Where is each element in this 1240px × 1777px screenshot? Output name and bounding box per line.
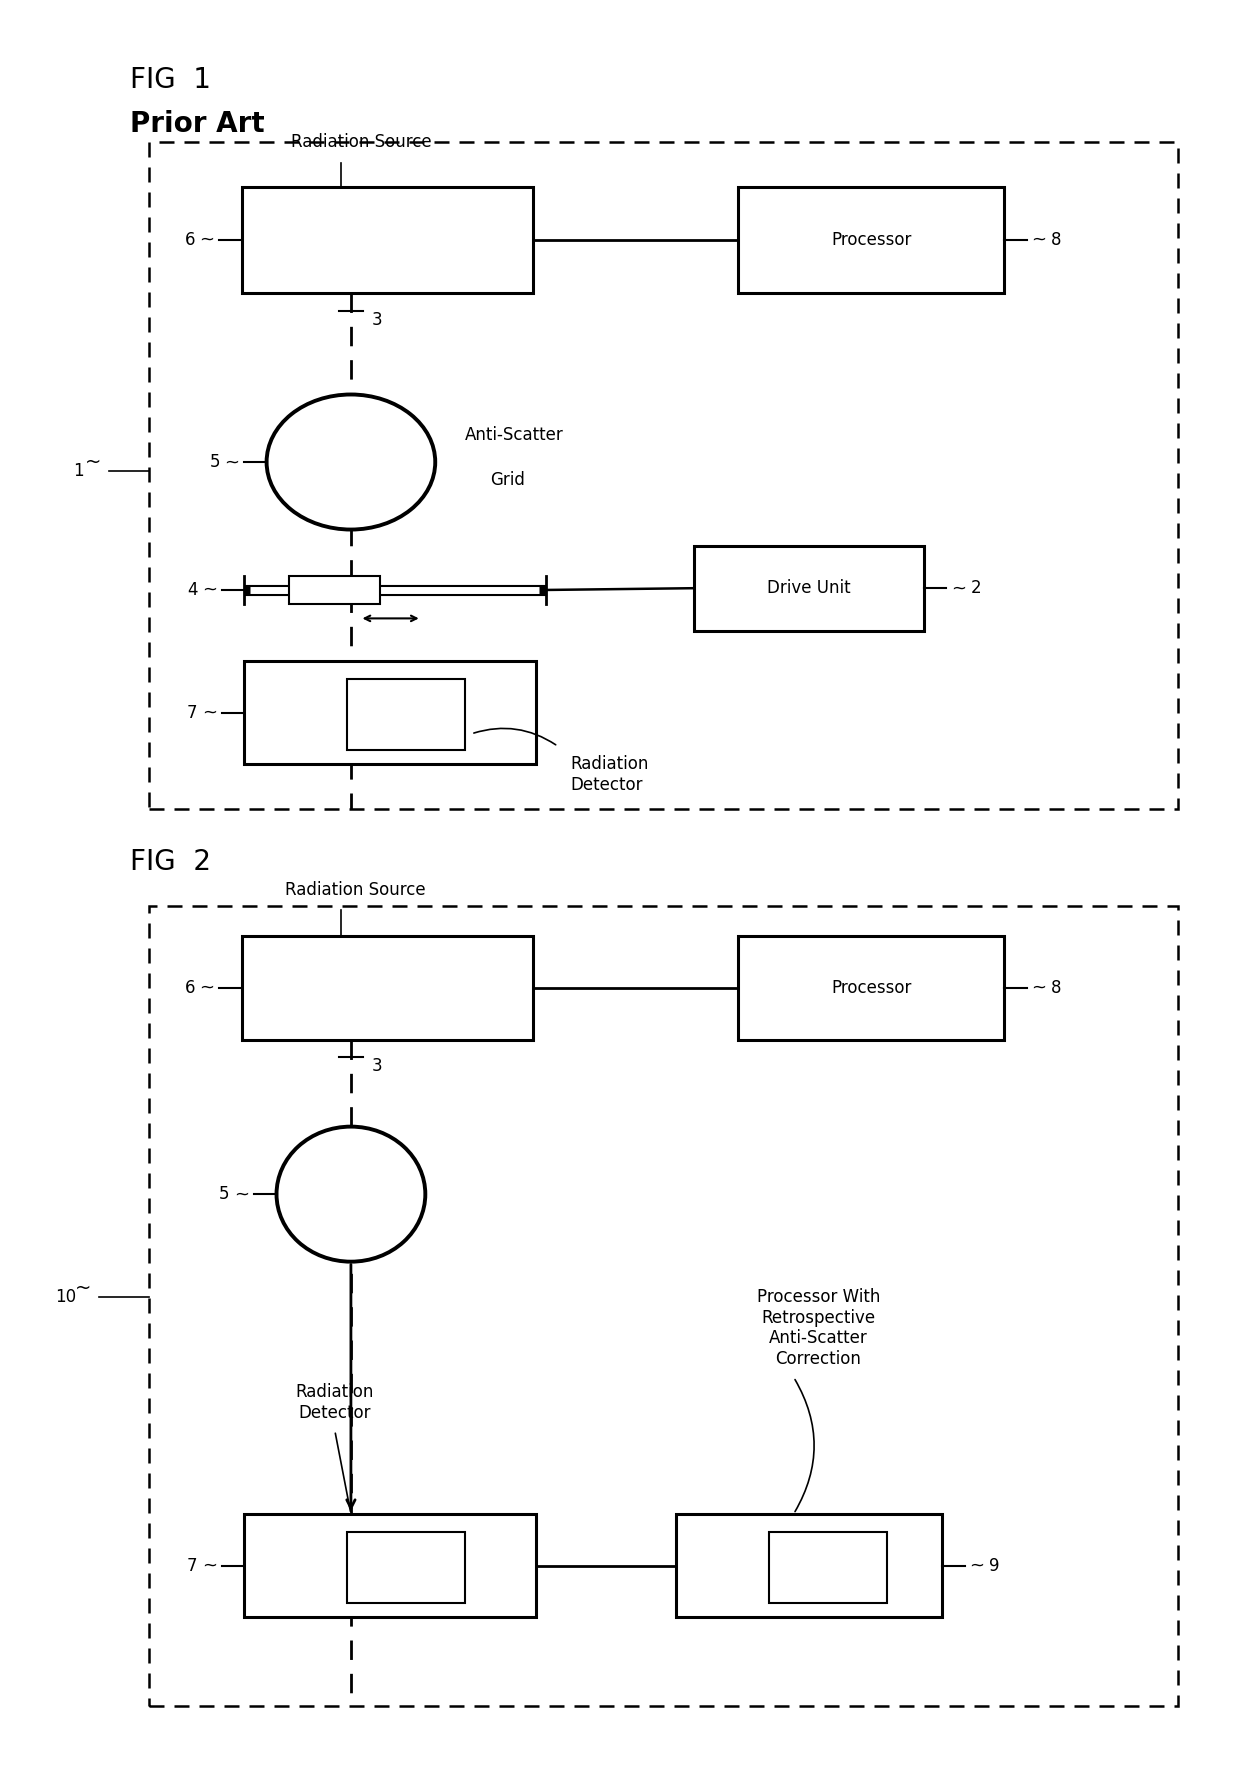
Text: FIG  1: FIG 1 [130, 66, 211, 94]
Text: Anti-Scatter: Anti-Scatter [465, 426, 564, 444]
Text: 6: 6 [185, 231, 195, 249]
Text: ~: ~ [1032, 231, 1047, 249]
Text: 3: 3 [372, 1057, 383, 1075]
Text: 5: 5 [219, 1185, 229, 1203]
Text: Radiation Source: Radiation Source [285, 881, 425, 899]
Bar [738, 936, 1004, 1040]
Text: 5: 5 [210, 453, 219, 471]
Text: ~: ~ [970, 1557, 985, 1574]
Text: ~: ~ [1032, 979, 1047, 997]
Bar [347, 679, 465, 750]
Ellipse shape [277, 1127, 425, 1262]
Text: 7: 7 [187, 704, 197, 721]
Bar [242, 187, 533, 293]
Bar [769, 1532, 887, 1603]
Bar [244, 1514, 536, 1617]
Text: Processor With
Retrospective
Anti-Scatter
Correction: Processor With Retrospective Anti-Scatte… [756, 1288, 880, 1368]
Text: Prior Art: Prior Art [130, 110, 265, 139]
Bar [149, 142, 1178, 809]
Text: ~: ~ [202, 704, 217, 721]
Text: ~: ~ [202, 1557, 217, 1574]
Text: Radiation
Detector: Radiation Detector [295, 1383, 374, 1422]
Text: 2: 2 [971, 579, 981, 597]
Text: Grid: Grid [490, 471, 525, 489]
Text: ~: ~ [224, 453, 239, 471]
Text: ~: ~ [234, 1185, 249, 1203]
Text: ~: ~ [200, 231, 215, 249]
Text: ~: ~ [74, 1279, 92, 1297]
Bar [149, 906, 1178, 1706]
Text: 1: 1 [73, 462, 83, 480]
Bar [244, 661, 536, 764]
Text: 8: 8 [1052, 979, 1061, 997]
Text: 7: 7 [187, 1557, 197, 1574]
Bar [242, 936, 533, 1040]
Text: 6: 6 [185, 979, 195, 997]
Text: ~: ~ [84, 453, 102, 471]
Ellipse shape [267, 394, 435, 530]
Text: Radiation Source: Radiation Source [291, 133, 432, 151]
Text: Drive Unit: Drive Unit [768, 579, 851, 597]
Bar [738, 187, 1004, 293]
Text: 8: 8 [1052, 231, 1061, 249]
Text: 4: 4 [187, 581, 197, 599]
Text: 9: 9 [990, 1557, 999, 1574]
Bar [347, 1532, 465, 1603]
Text: ~: ~ [951, 579, 966, 597]
Text: FIG  2: FIG 2 [130, 848, 211, 876]
Bar [289, 576, 379, 604]
Text: Radiation
Detector: Radiation Detector [570, 755, 649, 794]
Text: ~: ~ [202, 581, 217, 599]
Text: 3: 3 [372, 311, 383, 329]
Text: Processor: Processor [831, 979, 911, 997]
Bar [694, 546, 924, 631]
Text: Processor: Processor [831, 231, 911, 249]
Text: ~: ~ [200, 979, 215, 997]
Bar [676, 1514, 942, 1617]
Text: 10: 10 [55, 1288, 77, 1306]
